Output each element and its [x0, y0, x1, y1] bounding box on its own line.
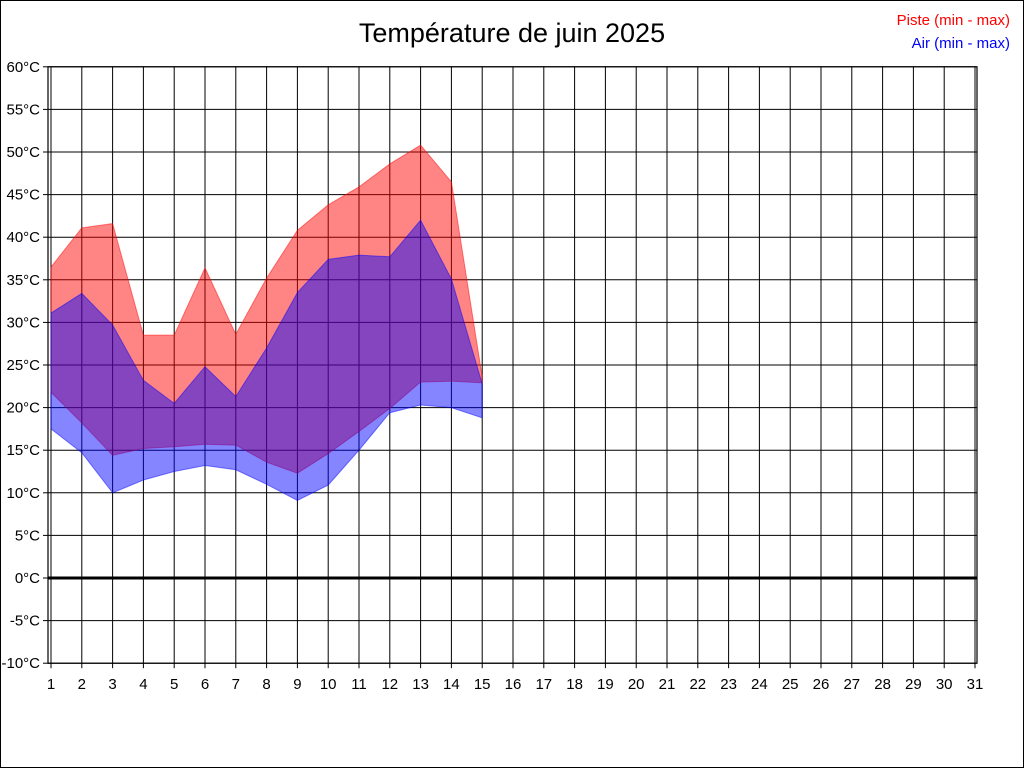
x-tick-label: 27: [843, 676, 860, 693]
x-tick-label: 16: [505, 676, 522, 693]
x-tick-label: 11: [351, 676, 367, 693]
x-tick-label: 20: [628, 676, 645, 693]
piste-band: [50, 144, 483, 474]
y-tick-label: 55°C: [6, 101, 40, 118]
y-tick-labels: -10°C -5°C 0°C 5°C 10°C 15°C 20°C 25°C 30°C 35°C 4…: [1, 59, 40, 672]
legend-item-air: Air (min - max): [897, 32, 1010, 55]
x-tick-label: 8: [262, 676, 270, 693]
x-tick-label: 5: [170, 676, 178, 693]
x-tick-label: 29: [905, 676, 922, 693]
y-tick-label: 35°C: [6, 272, 40, 289]
x-tick-label: 21: [659, 676, 676, 693]
legend: Piste (min - max) Air (min - max): [897, 9, 1010, 56]
y-tick-label: -10°C: [1, 655, 40, 672]
x-tick-label: 12: [381, 676, 398, 693]
x-tick-label: 18: [566, 676, 583, 693]
x-tick-label: 4: [139, 676, 147, 693]
y-tick-label: 25°C: [6, 357, 40, 374]
legend-item-piste: Piste (min - max): [897, 9, 1010, 32]
x-tick-label: 25: [782, 676, 799, 693]
x-tick-label: 6: [201, 676, 209, 693]
y-tick-label: 60°C: [6, 59, 40, 76]
y-tick-label: 30°C: [6, 314, 40, 331]
x-tick-label: 26: [813, 676, 830, 693]
x-tick-label: 13: [412, 676, 429, 693]
y-tick-label: 45°C: [6, 187, 40, 204]
x-tick-label: 22: [689, 676, 706, 693]
legend-label-air: Air (min - max): [911, 35, 1010, 53]
x-tick-label: 23: [720, 676, 737, 693]
x-tick-label: 7: [232, 676, 240, 693]
x-tick-label: 3: [108, 676, 116, 693]
page-title: Température de juin 2025: [358, 18, 666, 48]
y-tick-label: 0°C: [15, 570, 40, 587]
x-tick-label: 31: [967, 676, 984, 693]
x-tick-label: 24: [751, 676, 768, 693]
x-tick-label: 14: [443, 676, 460, 693]
tick-marks: [43, 66, 976, 669]
y-tick-label: 40°C: [6, 229, 40, 246]
legend-label-piste: Piste (min - max): [896, 12, 1010, 29]
y-tick-label: 10°C: [6, 485, 40, 502]
x-tick-label: 2: [78, 676, 86, 693]
y-tick-label: 15°C: [6, 442, 40, 459]
air-band: [50, 219, 483, 502]
x-tick-label: 15: [474, 676, 491, 693]
x-tick-label: 30: [936, 676, 953, 693]
y-tick-label: 20°C: [6, 400, 40, 417]
x-tick-label: 17: [535, 676, 552, 693]
y-tick-label: 50°C: [6, 144, 40, 161]
x-tick-label: 9: [293, 676, 301, 693]
y-tick-label: 5°C: [15, 527, 40, 544]
x-tick-labels: 1 2 3 4 5 6 7 8 9 10 11 12 13 14 15 16 17 18 19 20 21 22 23 24 2…: [47, 676, 984, 693]
x-tick-label: 10: [320, 676, 337, 693]
y-tick-label: -5°C: [10, 613, 40, 630]
x-tick-label: 28: [874, 676, 891, 693]
x-tick-label: 1: [47, 676, 55, 693]
x-tick-label: 19: [597, 676, 614, 693]
